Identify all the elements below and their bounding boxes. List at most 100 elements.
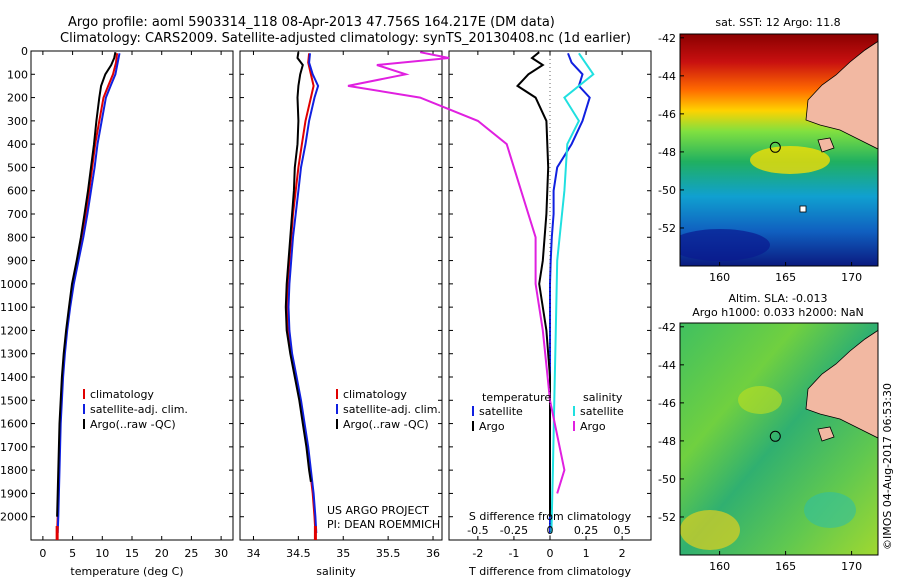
sst-map-axes: 160 165 170 -42 -44 -46 -48 -50 -52 [658, 32, 862, 284]
x-tick-label: 36 [426, 547, 440, 560]
x-tick-label: 5 [69, 547, 76, 560]
profile-panel-3: -2 -1 0 1 2 T difference from climatology -0.5… [347, 50, 652, 578]
map-x-tick-label: 170 [841, 560, 862, 573]
map-y-tick-label: -44 [658, 70, 676, 83]
y-tick-label: 1800 [0, 464, 28, 477]
legend-label: satellite-adj. clim. [343, 403, 441, 416]
y-tick-label: 1000 [0, 278, 28, 291]
map-y-tick-label: -46 [658, 108, 676, 121]
x2-tick-label: 0 [547, 524, 554, 537]
x-tick-label: 30 [214, 547, 228, 560]
y-tick-label: 1200 [0, 324, 28, 337]
sla-low-patch [804, 492, 856, 528]
side-label: ©IMOS 04-Aug-2017 06:53:30 [881, 383, 894, 550]
series-line-satellite-adj-clim- [287, 53, 320, 534]
x-tick-label: 0 [39, 547, 46, 560]
map-y-tick-label: -48 [658, 435, 676, 448]
profile-panel-2: 34 34.5 35 35.5 36 salinity climatology satelli… [239, 50, 443, 578]
map-x-tick-label: 160 [709, 271, 730, 284]
sst-land-stewart-island [817, 137, 835, 153]
x-axis-label: salinity [316, 565, 356, 578]
sla-land-stewart-island [817, 426, 835, 442]
legend-label: Argo(..raw -QC) [90, 418, 176, 431]
y-tick-label: 1500 [0, 394, 28, 407]
annotation-pi: PI: DEAN ROEMMICH [327, 518, 440, 531]
sla-high-patch-2 [738, 386, 782, 414]
x-tick-label: 15 [125, 547, 139, 560]
map-y-tick-label: -46 [658, 397, 676, 410]
legend-label: climatology [343, 388, 407, 401]
legend-group-salinity: salinity [583, 391, 623, 404]
map-y-tick-label: -52 [658, 511, 676, 524]
header-line2: Climatology: CARS2009. Satellite-adjuste… [60, 31, 631, 46]
map-y-tick-label: -44 [658, 359, 676, 372]
map-x-tick-label: 165 [775, 271, 796, 284]
series-line-argo-raw-qc- [56, 51, 117, 517]
sst-map-frame [679, 33, 879, 267]
x2-tick-label: -0.25 [500, 524, 528, 537]
map-x-tick-label: 160 [709, 560, 730, 573]
x2-axis-label: S difference from climatology [469, 510, 632, 523]
sst-land-auckland-island [799, 205, 807, 213]
x-tick-label: -2 [472, 547, 483, 560]
sla-map: Altim. SLA: -0.013 Argo h1000: 0.033 h20… [658, 292, 879, 573]
legend-label: satellite [479, 405, 523, 418]
y-tick-label: 400 [7, 138, 28, 151]
sla-map-frame [679, 322, 879, 556]
panel-frame [239, 50, 443, 541]
legend-label: Argo(..raw -QC) [343, 418, 429, 431]
profile-panel-1: 0100200300400500600700800900100011001200… [0, 45, 234, 578]
sla-map-axes: 160 165 170 -42 -44 -46 -48 -50 -52 [658, 321, 862, 573]
series-line-argo [347, 51, 566, 494]
y-tick-label: 900 [7, 255, 28, 268]
y-tick-label: 700 [7, 208, 28, 221]
annotation-project: US ARGO PROJECT [327, 504, 429, 517]
sst-argo-location-marker [769, 141, 781, 153]
sst-map: sat. SST: 12 Argo: 11.8 160 165 170 -42 -44 -… [658, 16, 879, 284]
profile-panels: 0100200300400500600700800900100011001200… [0, 45, 652, 578]
sla-map-subtitle: Argo h1000: 0.033 h2000: NaN [692, 306, 864, 319]
map-y-tick-label: -42 [658, 321, 676, 334]
x-tick-label: 25 [184, 547, 198, 560]
legend-label: satellite-adj. clim. [90, 403, 188, 416]
y-tick-label: 1100 [0, 301, 28, 314]
x-tick-label: 34.5 [286, 547, 311, 560]
y-tick-label: 100 [7, 68, 28, 81]
x-tick-label: 2 [619, 547, 626, 560]
x-tick-label: 0 [547, 547, 554, 560]
x-tick-label: -1 [508, 547, 519, 560]
sla-land-new-zealand [805, 329, 878, 439]
map-y-tick-label: -42 [658, 32, 676, 45]
legend-label: Argo [479, 420, 505, 433]
y-tick-label: 1300 [0, 348, 28, 361]
y-tick-label: 1700 [0, 441, 28, 454]
map-y-tick-label: -52 [658, 222, 676, 235]
header-line1: Argo profile: aoml 5903314_118 08-Apr-20… [68, 15, 555, 30]
map-x-tick-label: 165 [775, 560, 796, 573]
map-y-tick-label: -50 [658, 473, 676, 486]
x-tick-label: 34 [246, 547, 260, 560]
x-axis-label: T difference from climatology [468, 565, 631, 578]
y-tick-label: 1900 [0, 487, 28, 500]
y-tick-label: 500 [7, 161, 28, 174]
x-axis-label: temperature (deg C) [70, 565, 183, 578]
x-tick-label: 35 [336, 547, 350, 560]
y-tick-label: 2000 [0, 511, 28, 524]
sla-map-title: Altim. SLA: -0.013 [728, 292, 827, 305]
x-tick-label: 1 [583, 547, 590, 560]
sla-high-patch [680, 510, 740, 550]
x2-tick-label: 0.5 [613, 524, 631, 537]
series-line-argo [515, 51, 551, 517]
legend-label: satellite [580, 405, 624, 418]
y-tick-label: 800 [7, 231, 28, 244]
sst-land-new-zealand [805, 40, 878, 150]
map-x-tick-label: 170 [841, 271, 862, 284]
panel-frame [30, 50, 234, 541]
legend-group-temperature: temperature [482, 391, 551, 404]
y-tick-label: 300 [7, 115, 28, 128]
y-tick-label: 1600 [0, 418, 28, 431]
sst-map-title: sat. SST: 12 Argo: 11.8 [715, 16, 840, 29]
series-line-satellite-adj-clim- [56, 53, 121, 534]
x-tick-label: 20 [155, 547, 169, 560]
